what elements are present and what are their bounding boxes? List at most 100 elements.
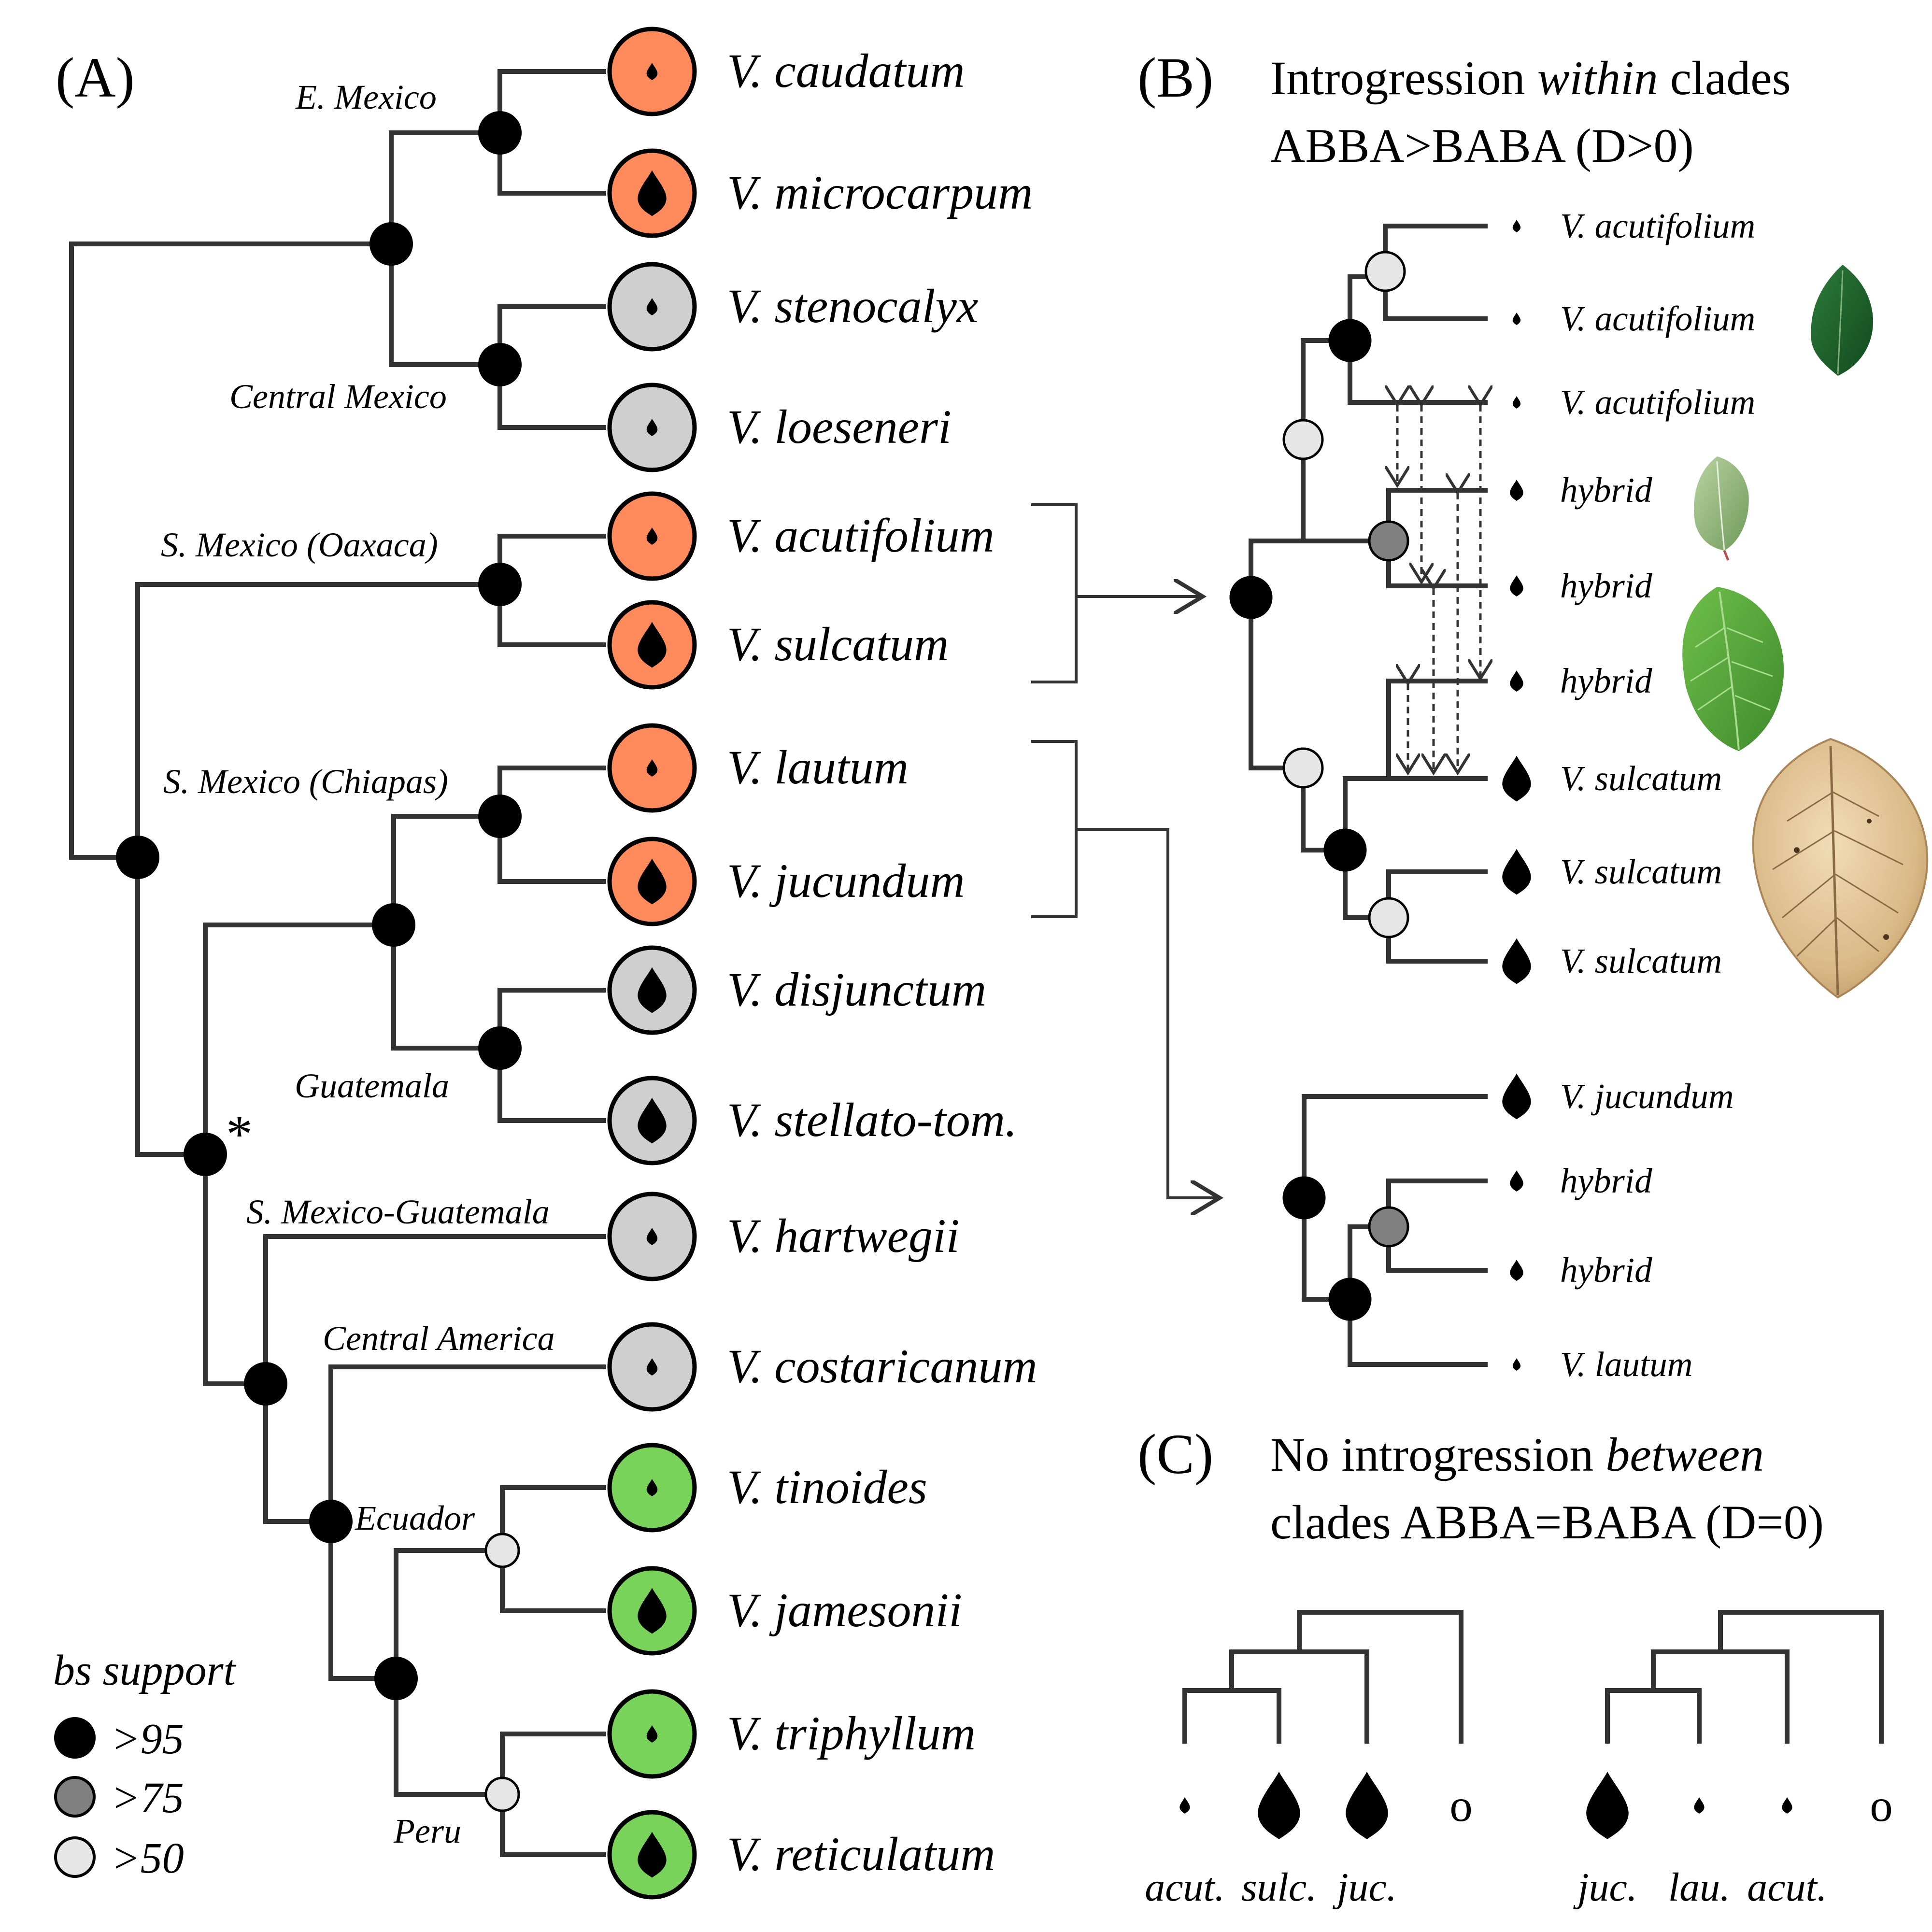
- node-e-mexico: [478, 111, 522, 155]
- leaf-icon: [1782, 1797, 1792, 1814]
- node-b1-sulc-c: [1368, 897, 1409, 938]
- panel-a-taxon-labels: V. caudatum V. microcarpum V. stenocalyx V.…: [727, 44, 1037, 1881]
- tip-label: V. acutifolium: [1560, 206, 1755, 245]
- tip-label: juc.: [1573, 1865, 1637, 1910]
- region-s-mexico-guatemala: S. Mexico-Guatemala: [246, 1193, 550, 1231]
- tip-label: V. sulcatum: [1560, 852, 1722, 891]
- tip-label: V. acutifolium: [1560, 299, 1755, 338]
- region-ecuador: Ecuador: [355, 1499, 475, 1537]
- tip-label: acut.: [1145, 1865, 1225, 1910]
- leaf-icon: [1502, 755, 1531, 802]
- bracket-laut-juc: [1031, 740, 1078, 918]
- leaf-icon: [1586, 1772, 1629, 1839]
- leaf-icon: [1512, 1358, 1521, 1371]
- legend-label-high: >95: [111, 1715, 184, 1763]
- region-oaxaca: S. Mexico (Oaxaca): [161, 526, 438, 564]
- bs-support-legend: bs support >95 >75 >50: [53, 1647, 237, 1882]
- leaf-icon: [1502, 849, 1531, 895]
- leaf-icon: [1502, 1073, 1531, 1120]
- taxon-label: V. hartwegii: [727, 1209, 960, 1263]
- panel-b-heading-line1: Introgression within clades: [1270, 51, 1791, 105]
- node-b1-sulc-a: [1282, 747, 1324, 789]
- tip-label: V. lautum: [1560, 1345, 1692, 1384]
- panel-b-tree1-tips: V. acutifolium V. acutifolium V. acutifoli…: [1502, 206, 1755, 984]
- panel-a-region-labels: E. Mexico Central Mexico S. Mexico (Oaxa…: [161, 78, 555, 1850]
- region-guatemala: Guatemala: [295, 1066, 449, 1105]
- tip-label: hybrid: [1560, 566, 1652, 605]
- panel-a-nodes: [116, 111, 522, 1812]
- panel-a-tree-branches: [69, 69, 606, 1857]
- taxon-label: V. loeseneri: [727, 400, 952, 454]
- legend-title: bs support: [53, 1647, 237, 1694]
- leaf-icon: [646, 1228, 658, 1245]
- taxon-label: V. lautum: [727, 740, 909, 794]
- region-central-america: Central America: [323, 1319, 555, 1358]
- leaf-icon: [646, 1358, 658, 1376]
- panel-b-heading-line2: ABBA>BABA (D>0): [1270, 119, 1694, 172]
- node-b1-acut-hyb: [1282, 419, 1324, 460]
- legend-label-mid: >75: [111, 1774, 184, 1822]
- tip-label: hybrid: [1560, 1250, 1652, 1290]
- leaf-icon: [1510, 480, 1523, 501]
- node-central-america: [309, 1500, 353, 1543]
- tip-label: lau.: [1668, 1865, 1730, 1910]
- panel-a-tip-circles: [607, 27, 697, 1900]
- node-b1-sulc-b: [1323, 828, 1367, 872]
- node-b1-hybrid: [1368, 520, 1409, 562]
- tip-label: hybrid: [1560, 1161, 1652, 1200]
- node-b2-root: [1282, 1176, 1326, 1220]
- taxon-label: V. sulcatum: [727, 617, 949, 671]
- legend-node-high: [54, 1717, 96, 1759]
- panel-b-tree2-nodes: [1282, 1176, 1409, 1321]
- leaf-icon: [1512, 313, 1521, 325]
- leaf-icon: [1179, 1797, 1190, 1814]
- taxon-label: V. stellato-tom.: [727, 1093, 1017, 1147]
- node-guatemala: [478, 1026, 522, 1070]
- taxon-label: V. triphyllum: [727, 1706, 976, 1760]
- region-chiapas: S. Mexico (Chiapas): [163, 762, 448, 801]
- photo-green-leaf: [1682, 587, 1784, 751]
- taxon-label: V. reticulatum: [727, 1827, 995, 1881]
- legend-node-mid: [54, 1776, 96, 1818]
- leaf-icon: [638, 622, 667, 668]
- node-oaxaca: [478, 563, 522, 606]
- panel-b-tree2-tips: V. jucundum hybrid hybrid V. lautum: [1502, 1073, 1734, 1384]
- photo-pale-green-leaf: [1694, 456, 1749, 561]
- leaf-icon: [1510, 575, 1523, 597]
- leaf-icon: [638, 170, 667, 216]
- node-peru: [484, 1776, 520, 1812]
- leaf-photos: [1682, 265, 1929, 999]
- node-b1-acut-b: [1328, 319, 1372, 362]
- tip-label: V. jucundum: [1560, 1077, 1734, 1116]
- panel-b-label: (B): [1137, 46, 1213, 109]
- node-mexico-clade: [369, 222, 413, 266]
- taxon-label: V. caudatum: [727, 44, 965, 98]
- panel-c-heading-line2: clades ABBA=BABA (D=0): [1270, 1495, 1824, 1549]
- taxon-label: V. microcarpum: [727, 166, 1033, 219]
- leaf-icon: [1694, 1797, 1705, 1814]
- legend-node-low: [54, 1836, 96, 1878]
- taxon-label: V. stenocalyx: [727, 279, 978, 333]
- leaf-icon: [1502, 938, 1531, 984]
- tip-label: V. sulcatum: [1560, 941, 1722, 980]
- leaf-icon: [646, 419, 658, 436]
- tip-label: juc.: [1333, 1865, 1397, 1910]
- bracket-acut-sulc: [1031, 503, 1078, 683]
- taxon-label: V. costaricanum: [727, 1339, 1037, 1393]
- node-central-mexico: [478, 343, 522, 386]
- leaf-icon: [646, 63, 658, 80]
- leaf-icon: [638, 1097, 667, 1144]
- node-ecuador: [484, 1533, 520, 1568]
- panel-a-label: (A): [56, 46, 135, 109]
- tip-label: hybrid: [1560, 470, 1652, 510]
- leaf-icon: [1510, 1170, 1523, 1192]
- taxon-label: V. acutifolium: [727, 509, 994, 562]
- leaf-icon: [638, 967, 667, 1013]
- node-b2-hyb-laut: [1328, 1278, 1372, 1321]
- tip-label: sulc.: [1241, 1865, 1317, 1910]
- panel-c-tree2: [1605, 1610, 1884, 1744]
- panel-b-tree1-nodes: [1229, 251, 1409, 938]
- taxon-label: V. disjunctum: [727, 963, 986, 1016]
